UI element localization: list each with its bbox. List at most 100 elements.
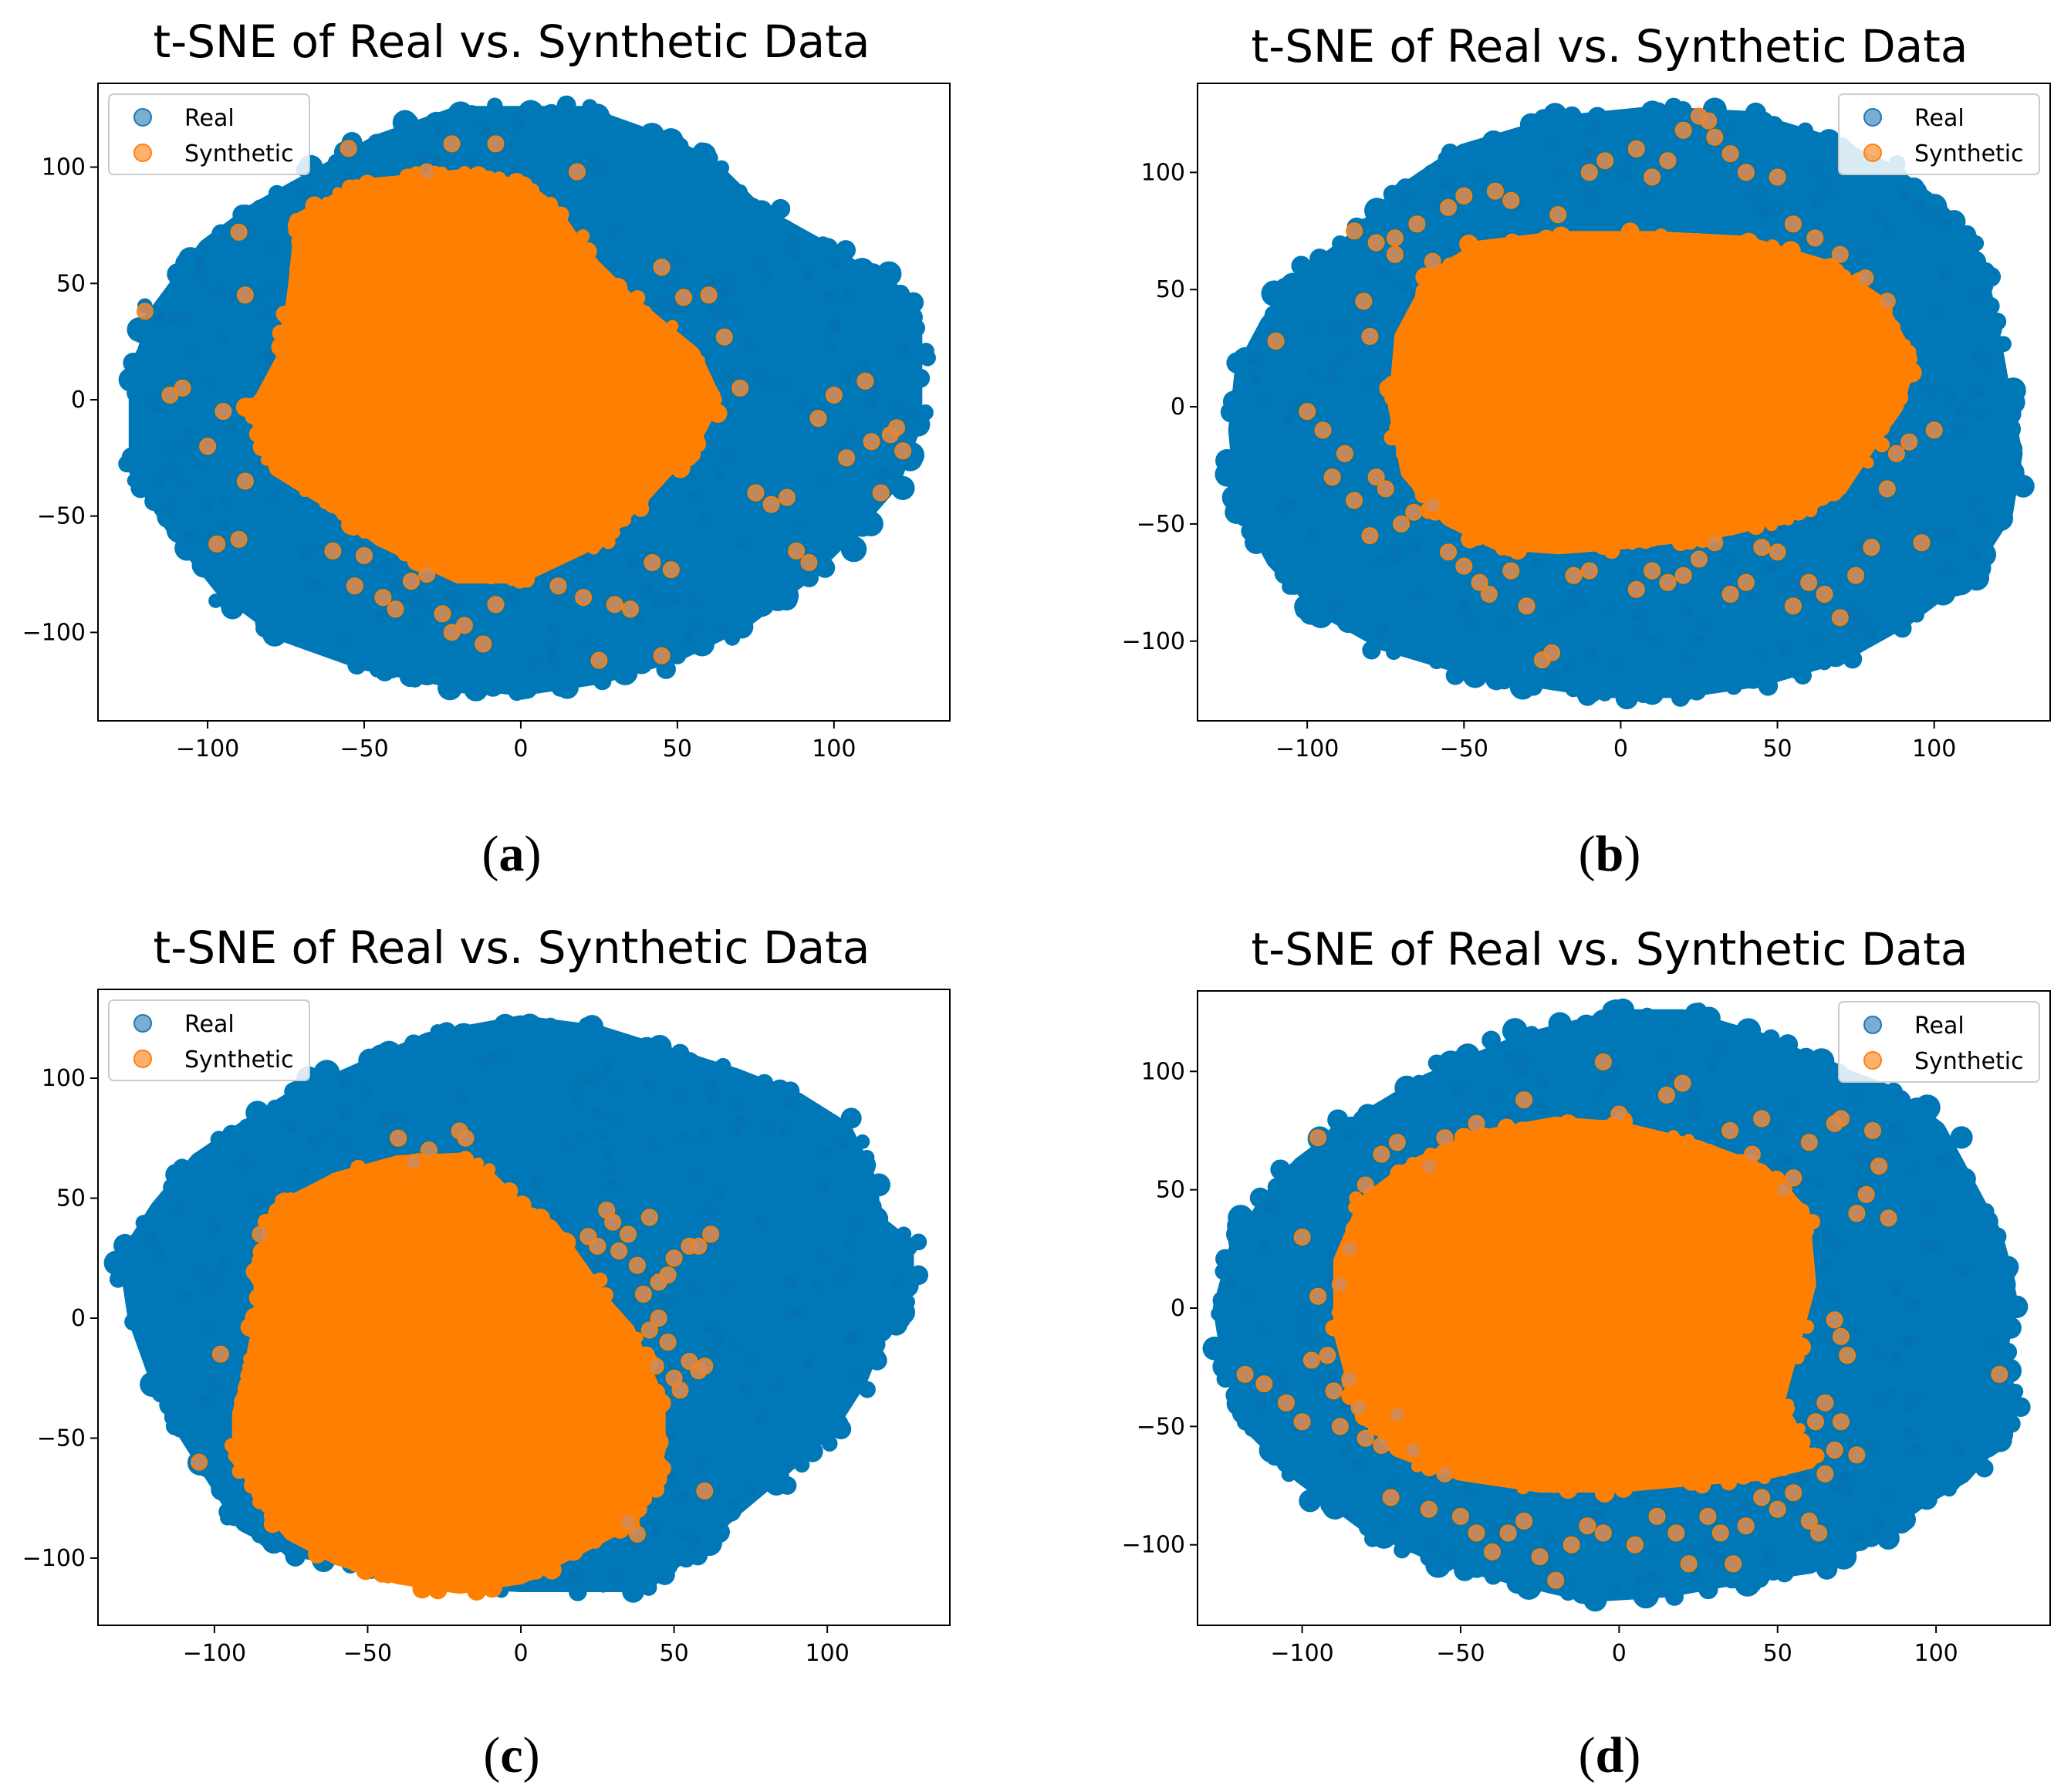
synthetic-point <box>1339 1312 1350 1324</box>
real-point <box>762 1121 773 1132</box>
real-point <box>823 291 835 303</box>
real-point <box>2007 1383 2024 1400</box>
real-point <box>131 424 155 448</box>
real-point <box>732 184 748 200</box>
synthetic-point <box>1461 530 1479 549</box>
real-point <box>370 663 384 678</box>
synthetic-outlier-point <box>1382 1489 1400 1506</box>
real-point <box>454 674 474 694</box>
synthetic-point <box>1664 233 1681 251</box>
synthetic-outlier-point <box>1255 1375 1273 1393</box>
real-point <box>151 401 163 413</box>
real-point <box>886 1265 910 1289</box>
real-point <box>1404 191 1422 208</box>
real-point <box>1343 1129 1354 1141</box>
synthetic-point <box>1620 222 1640 242</box>
real-point <box>1985 1382 2003 1400</box>
synthetic-outlier-point <box>1355 292 1373 310</box>
real-point <box>735 1077 751 1093</box>
synthetic-point <box>299 485 310 497</box>
real-point <box>191 458 202 470</box>
real-point <box>1924 586 1939 601</box>
real-point <box>1646 1571 1657 1583</box>
real-point <box>906 408 917 420</box>
real-point <box>854 1226 874 1246</box>
synthetic-outlier-point <box>1319 1347 1336 1364</box>
real-point <box>1916 1488 1938 1510</box>
synthetic-outlier-point <box>1420 1500 1438 1518</box>
real-point <box>1904 1336 1915 1347</box>
real-point <box>1853 1530 1864 1541</box>
real-point <box>755 212 776 234</box>
synthetic-outlier-point <box>628 1256 646 1274</box>
synthetic-point <box>1593 535 1613 555</box>
legend-synthetic-label: Synthetic <box>1914 1048 2024 1075</box>
synthetic-outlier-point <box>1293 1413 1311 1431</box>
synthetic-outlier-point <box>590 651 608 669</box>
real-point <box>1778 579 1789 590</box>
real-point <box>1239 451 1259 472</box>
real-point <box>779 379 790 391</box>
real-point <box>1565 1576 1576 1587</box>
synthetic-point <box>1833 467 1848 482</box>
real-point <box>265 284 277 296</box>
real-point <box>665 1472 677 1484</box>
real-point <box>1935 1155 1947 1166</box>
real-point <box>682 631 694 642</box>
real-point <box>732 1100 744 1111</box>
synthetic-point <box>569 1265 590 1286</box>
synthetic-outlier-point <box>1579 1517 1596 1535</box>
synthetic-point <box>633 1479 648 1494</box>
synthetic-point <box>666 320 679 333</box>
real-point <box>154 477 165 488</box>
real-point <box>708 302 720 313</box>
real-point <box>1440 1556 1455 1572</box>
synthetic-point <box>1638 1131 1650 1144</box>
real-point <box>1234 1339 1258 1363</box>
synthetic-outlier-point <box>690 1237 708 1255</box>
synthetic-point <box>242 1361 255 1374</box>
real-point <box>173 1205 184 1216</box>
real-point <box>1921 1200 1932 1212</box>
synthetic-outlier-point <box>387 600 404 618</box>
real-point <box>689 1172 701 1183</box>
synthetic-point <box>671 336 684 348</box>
real-point <box>513 118 525 130</box>
real-point <box>183 428 194 438</box>
real-point <box>307 1134 319 1146</box>
real-point <box>1545 1533 1556 1545</box>
synthetic-outlier-point <box>1484 1543 1501 1560</box>
synthetic-outlier-point <box>1863 539 1880 556</box>
real-point <box>1462 663 1488 688</box>
real-point <box>1647 1546 1659 1557</box>
real-point <box>1905 1477 1922 1495</box>
real-point <box>1967 547 1991 571</box>
real-point <box>607 223 619 234</box>
real-point <box>1971 288 1983 299</box>
real-point <box>828 320 840 332</box>
synthetic-outlier-point <box>1547 1571 1565 1589</box>
x-axis: −100 −50 0 50 100 <box>1270 1625 1958 1667</box>
real-point <box>125 1276 144 1295</box>
real-point <box>546 644 558 656</box>
real-point <box>1877 617 1894 634</box>
synthetic-point <box>578 242 597 262</box>
synthetic-point <box>248 425 266 443</box>
real-point <box>1242 1290 1253 1301</box>
real-point <box>843 1239 855 1250</box>
synthetic-outlier-point <box>863 433 880 451</box>
real-point <box>1871 498 1883 509</box>
synthetic-point <box>326 1172 343 1189</box>
real-point <box>1894 1134 1906 1145</box>
real-point <box>1660 1052 1671 1063</box>
real-point <box>382 659 402 678</box>
real-point <box>779 1126 791 1138</box>
real-point <box>409 620 421 631</box>
caption-open: ( <box>1579 1727 1596 1784</box>
real-point <box>897 385 916 404</box>
real-point <box>1609 671 1628 690</box>
synthetic-outlier-point <box>1826 1442 1843 1459</box>
real-point <box>468 661 485 678</box>
real-point <box>586 1571 606 1590</box>
real-point <box>1933 1131 1951 1149</box>
